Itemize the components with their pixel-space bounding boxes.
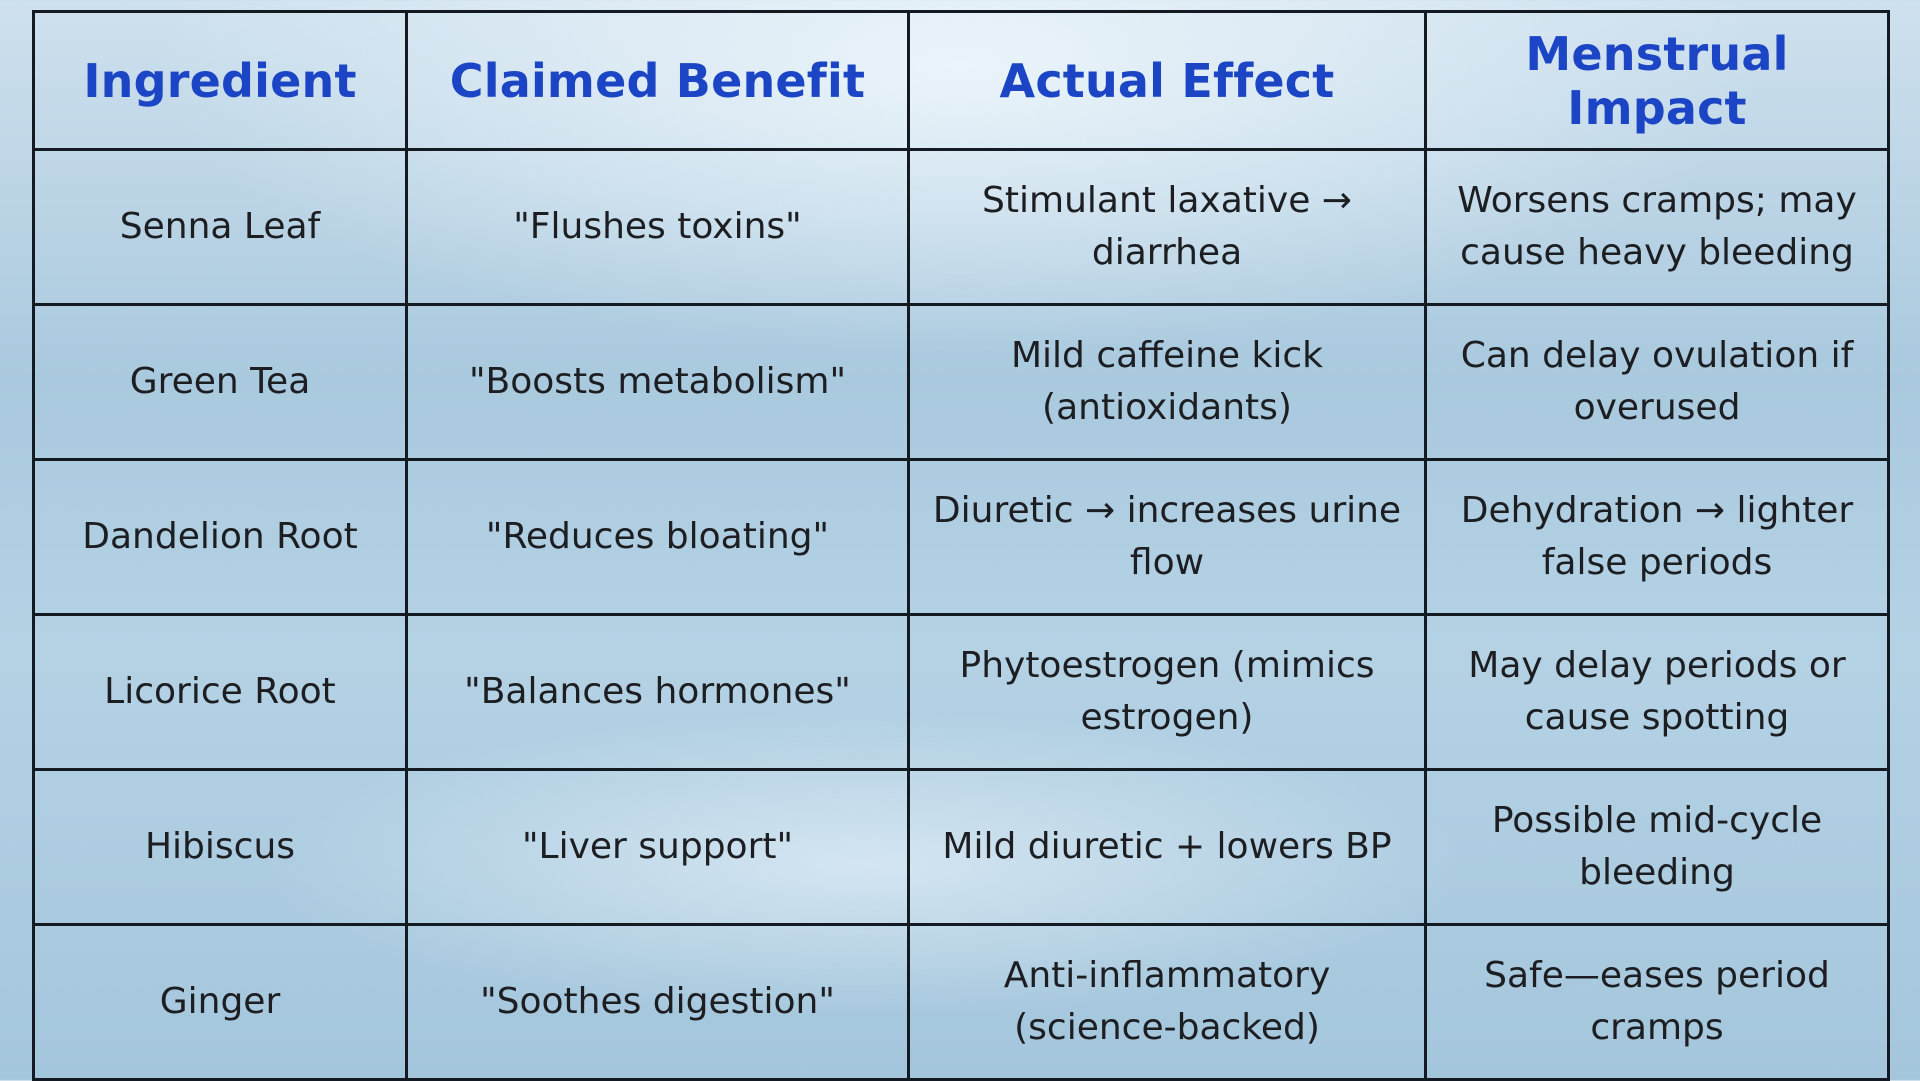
header-actual-effect: Actual Effect: [907, 10, 1427, 151]
cell-claimed-benefit: "Reduces bloating": [405, 458, 910, 616]
cell-ingredient: Green Tea: [32, 303, 408, 461]
header-row: Ingredient Claimed Benefit Actual Effect…: [32, 10, 1890, 151]
cell-actual-effect: Phytoestrogen (mimics estrogen): [907, 613, 1427, 771]
cell-menstrual-impact: Worsens cramps; may cause heavy bleeding: [1424, 148, 1890, 306]
cell-claimed-benefit: "Balances hormones": [405, 613, 910, 771]
cell-menstrual-impact: Safe—eases period cramps: [1424, 923, 1890, 1081]
cell-menstrual-impact: Possible mid-cycle bleeding: [1424, 768, 1890, 926]
cell-menstrual-impact: Can delay ovulation if overused: [1424, 303, 1890, 461]
cell-claimed-benefit: "Liver support": [405, 768, 910, 926]
table-row: Green Tea "Boosts metabolism" Mild caffe…: [32, 303, 1890, 461]
cell-menstrual-impact: Dehydration → lighter false periods: [1424, 458, 1890, 616]
table-row: Senna Leaf "Flushes toxins" Stimulant la…: [32, 148, 1890, 306]
cell-claimed-benefit: "Boosts metabolism": [405, 303, 910, 461]
header-ingredient: Ingredient: [32, 10, 408, 151]
ingredient-comparison-table: Ingredient Claimed Benefit Actual Effect…: [32, 10, 1890, 1081]
cell-actual-effect: Stimulant laxative → diarrhea: [907, 148, 1427, 306]
cell-actual-effect: Diuretic → increases urine flow: [907, 458, 1427, 616]
table-row: Hibiscus "Liver support" Mild diuretic +…: [32, 768, 1890, 926]
cell-menstrual-impact: May delay periods or cause spotting: [1424, 613, 1890, 771]
cell-actual-effect: Mild caffeine kick (antioxidants): [907, 303, 1427, 461]
header-claimed-benefit: Claimed Benefit: [405, 10, 910, 151]
table-row: Licorice Root "Balances hormones" Phytoe…: [32, 613, 1890, 771]
table-body: Senna Leaf "Flushes toxins" Stimulant la…: [32, 148, 1890, 1081]
cell-ingredient: Ginger: [32, 923, 408, 1081]
comparison-table-container: Ingredient Claimed Benefit Actual Effect…: [32, 10, 1890, 1081]
cell-ingredient: Licorice Root: [32, 613, 408, 771]
header-menstrual-impact: Menstrual Impact: [1424, 10, 1890, 151]
cell-claimed-benefit: "Flushes toxins": [405, 148, 910, 306]
table-row: Ginger "Soothes digestion" Anti-inflamma…: [32, 923, 1890, 1081]
cell-ingredient: Hibiscus: [32, 768, 408, 926]
cell-ingredient: Senna Leaf: [32, 148, 408, 306]
table-row: Dandelion Root "Reduces bloating" Diuret…: [32, 458, 1890, 616]
cell-actual-effect: Anti-inflammatory (science-backed): [907, 923, 1427, 1081]
cell-claimed-benefit: "Soothes digestion": [405, 923, 910, 1081]
table-header: Ingredient Claimed Benefit Actual Effect…: [32, 10, 1890, 151]
cell-ingredient: Dandelion Root: [32, 458, 408, 616]
cell-actual-effect: Mild diuretic + lowers BP: [907, 768, 1427, 926]
